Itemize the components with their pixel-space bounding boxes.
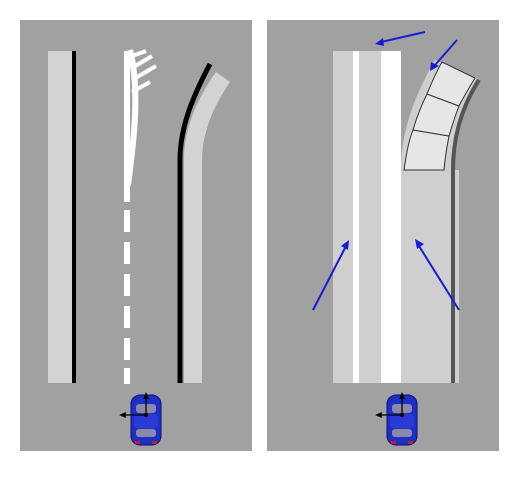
lane-right-arrow xyxy=(418,245,460,311)
patches-arrow-left xyxy=(380,31,426,43)
lane-marking xyxy=(124,49,165,384)
patches-arrow-right xyxy=(434,39,458,66)
panel-a-road xyxy=(48,49,230,446)
right-sidewalk xyxy=(184,72,230,383)
panel-b-road xyxy=(312,31,481,446)
axes-icon xyxy=(375,392,405,418)
left-sidewalk xyxy=(48,51,72,383)
axes-icon xyxy=(119,392,149,418)
right-lane-area xyxy=(401,170,459,383)
left-curb xyxy=(72,51,76,383)
curved-patches xyxy=(403,61,476,171)
right-curb xyxy=(177,62,213,383)
panel-a xyxy=(20,20,252,451)
lane-left-arrow xyxy=(312,247,346,311)
center-marking xyxy=(381,51,401,383)
left-lane-line xyxy=(353,51,359,383)
car-icon xyxy=(130,394,162,446)
panel-b xyxy=(267,20,499,451)
right-curb xyxy=(451,78,481,383)
car-icon xyxy=(386,394,418,446)
